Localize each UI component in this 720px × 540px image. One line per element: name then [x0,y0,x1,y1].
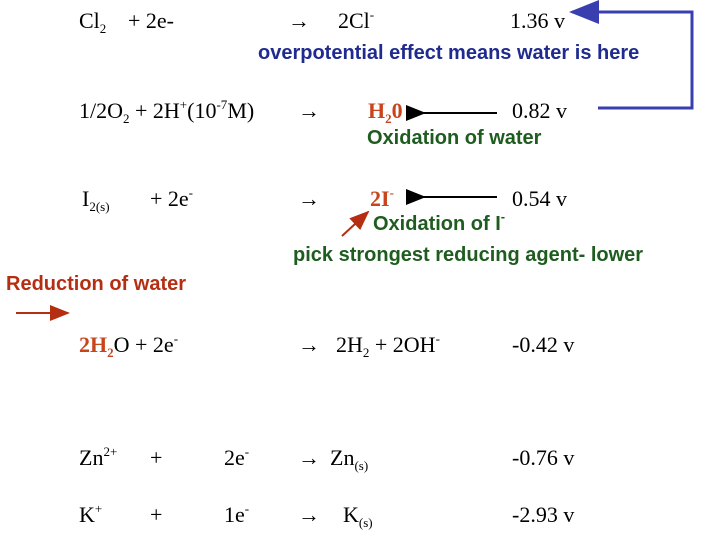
pick-arrow [341,210,370,237]
cl2-arrow: → [288,8,310,33]
i2-arrow: → [298,186,320,211]
cl2-electrons: + 2e- [128,8,174,33]
reduction-water-label: Reduction of water [6,273,187,295]
o2-arrow: → [298,98,320,123]
h2o-product: 2H2 + 2OH- [336,331,440,360]
k-product: K(s) [343,502,373,530]
zn-product: Zn(s) [330,445,369,473]
k-plus: + [150,502,163,527]
i2-potential: 0.54 v [512,186,567,211]
zn-plus: + [150,445,163,470]
zn-electrons: 2e- [224,444,250,470]
overpotential-note: overpotential effect means water is here [258,42,640,64]
oxidation-iodide-note: Oxidation of I- [373,209,506,235]
i2-product: 2I- [370,185,394,211]
zn-arrow: → [298,445,320,470]
pick-note: pick strongest reducing agent- lower [293,244,644,266]
k-arrow: → [298,502,320,527]
h2o-potential: -0.42 v [512,332,575,357]
k-reactant: K+ [79,501,103,527]
k-potential: -2.93 v [512,502,575,527]
h2o-arrow: → [298,332,320,357]
o2-product: H20 [368,98,403,126]
cl2-reactant: Cl2 [79,8,107,36]
bracket-arrow [569,0,694,110]
oxidation-water-note: Oxidation of water [367,127,542,149]
cl2-product: 2Cl- [338,7,375,33]
o2-reactant: 1/2O2 + 2H+(10-7M) [79,97,255,126]
cl2-potential: 1.36 v [510,8,565,33]
k-electrons: 1e- [224,501,250,527]
o2-potential: 0.82 v [512,98,567,123]
h2o-reactant: 2H2O + 2e- [79,331,179,360]
i2-electrons: + 2e- [150,185,194,211]
zn-reactant: Zn2+ [79,444,118,470]
i2-reactant: I2(s) [82,186,110,214]
zn-potential: -0.76 v [512,445,575,470]
